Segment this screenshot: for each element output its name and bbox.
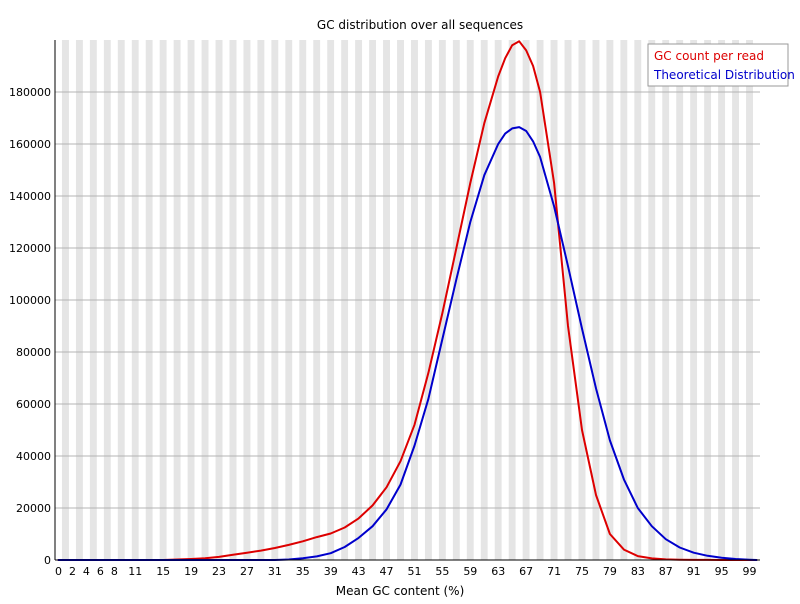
x-tick-labels: 0 2 4 6 8 11 15 19 23 27 31 35 39 43 47 51 55 59 63 67 71 75 7… [55, 565, 757, 578]
y-tick-label: 120000 [9, 242, 51, 255]
legend-label-theoretical: Theoretical Distribution [653, 68, 795, 82]
x-tick-label: 95 [715, 565, 729, 578]
x-tick-label: 71 [547, 565, 561, 578]
y-tick-label: 0 [44, 554, 51, 567]
legend-label-gc-count: GC count per read [654, 49, 764, 63]
y-tick-label: 60000 [16, 398, 51, 411]
x-tick-label: 31 [268, 565, 282, 578]
x-tick-label: 67 [519, 565, 533, 578]
y-tick-label: 40000 [16, 450, 51, 463]
legend-box [647, 43, 789, 87]
x-tick-label: 0 [55, 565, 62, 578]
x-tick-label: 43 [352, 565, 366, 578]
x-tick-label: 8 [111, 565, 118, 578]
x-tick-label: 2 [69, 565, 76, 578]
y-tick-labels: 0 20000 40000 60000 80000 100000 120000 140000 1… [9, 86, 51, 567]
series-line-gc-count [57, 40, 758, 561]
y-tick-label: 20000 [16, 502, 51, 515]
x-tick-label: 75 [575, 565, 589, 578]
x-tick-label: 59 [463, 565, 477, 578]
x-tick-label: 39 [324, 565, 338, 578]
x-tick-label: 11 [128, 565, 142, 578]
y-tick-label: 140000 [9, 190, 51, 203]
x-tick-label: 6 [97, 565, 104, 578]
x-tick-label: 55 [435, 565, 449, 578]
y-tick-label: 180000 [9, 86, 51, 99]
x-tick-label: 91 [687, 565, 701, 578]
x-tick-label: 63 [491, 565, 505, 578]
x-tick-label: 23 [212, 565, 226, 578]
x-tick-label: 47 [380, 565, 394, 578]
axes [54, 40, 760, 561]
x-tick-label: 87 [659, 565, 673, 578]
x-tick-label: 35 [296, 565, 310, 578]
x-tick-label: 83 [631, 565, 645, 578]
legend: GC count per read Theoretical Distributi… [647, 43, 795, 87]
x-tick-label: 99 [743, 565, 757, 578]
x-axis-label: Mean GC content (%) [336, 584, 465, 598]
y-tick-label: 80000 [16, 346, 51, 359]
x-tick-label: 51 [407, 565, 421, 578]
x-tick-label: 27 [240, 565, 254, 578]
x-tick-label: 15 [156, 565, 170, 578]
x-tick-label: 79 [603, 565, 617, 578]
y-tick-label: 160000 [9, 138, 51, 151]
chart-title: GC distribution over all sequences [317, 18, 523, 32]
y-tick-label: 100000 [9, 294, 51, 307]
x-tick-label: 19 [184, 565, 198, 578]
x-tick-label: 4 [83, 565, 90, 578]
horizontal-gridlines [55, 91, 760, 509]
